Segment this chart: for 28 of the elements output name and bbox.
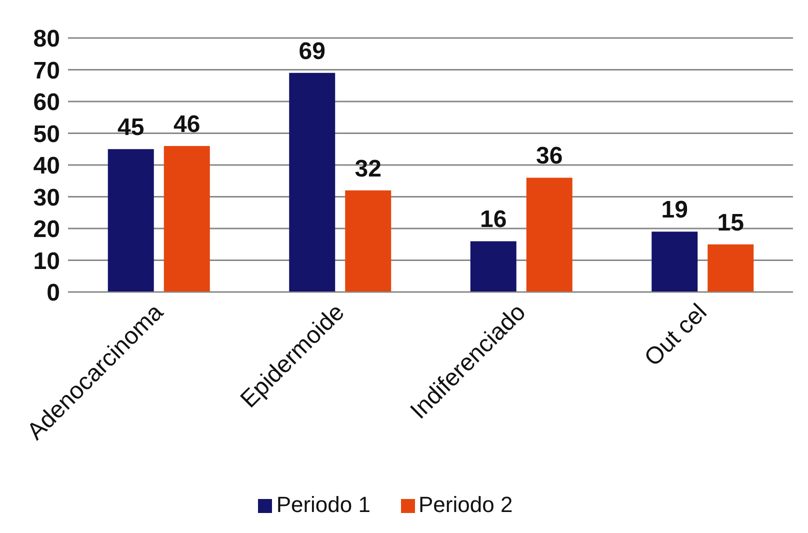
y-tick-label: 80 (33, 26, 60, 53)
y-tick-label: 30 (33, 184, 60, 212)
data-label: 15 (717, 209, 744, 236)
data-label: 69 (298, 38, 326, 65)
bar (289, 72, 336, 292)
y-tick-label: 20 (33, 216, 60, 244)
data-label: 19 (661, 196, 688, 224)
data-label: 36 (536, 142, 563, 170)
bar (470, 241, 516, 292)
y-tick-label: 60 (33, 89, 60, 116)
bar (108, 149, 154, 292)
bar (708, 244, 754, 292)
y-tick-label: 40 (33, 152, 60, 180)
legend-label: Periodo 2 (418, 492, 513, 517)
y-tick-label: 0 (46, 280, 60, 307)
data-label: 45 (118, 114, 144, 142)
y-tick-label: 10 (33, 248, 60, 275)
data-label: 32 (354, 155, 382, 182)
bar (345, 190, 392, 292)
legend-label: Periodo 1 (276, 492, 370, 517)
x-tick-label: Out cel (639, 298, 712, 372)
bar (164, 146, 210, 292)
y-tick-label: 70 (33, 57, 60, 84)
bar (526, 178, 572, 292)
data-label: 46 (174, 110, 200, 138)
bar (652, 232, 698, 292)
data-label: 16 (480, 206, 507, 234)
y-tick-label: 50 (33, 120, 60, 148)
